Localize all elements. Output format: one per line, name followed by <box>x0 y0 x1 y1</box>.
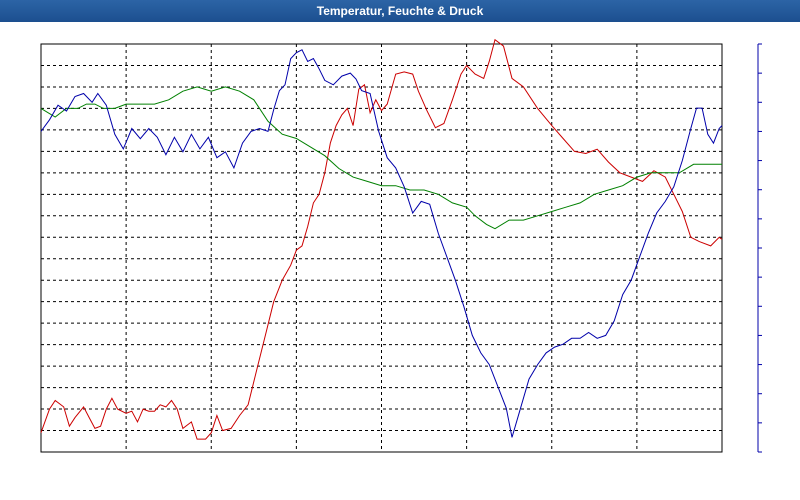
chart-canvas <box>40 38 762 453</box>
humidity-line <box>40 86 722 230</box>
temperature-line <box>40 38 723 440</box>
axis-labels <box>757 43 762 453</box>
plot-frame <box>40 43 723 453</box>
series-lines <box>40 38 723 440</box>
plot-border <box>40 43 723 453</box>
grid-lines <box>41 43 722 453</box>
pressure-line <box>40 49 723 438</box>
chart-title: Temperatur, Feuchte & Druck <box>0 0 800 22</box>
